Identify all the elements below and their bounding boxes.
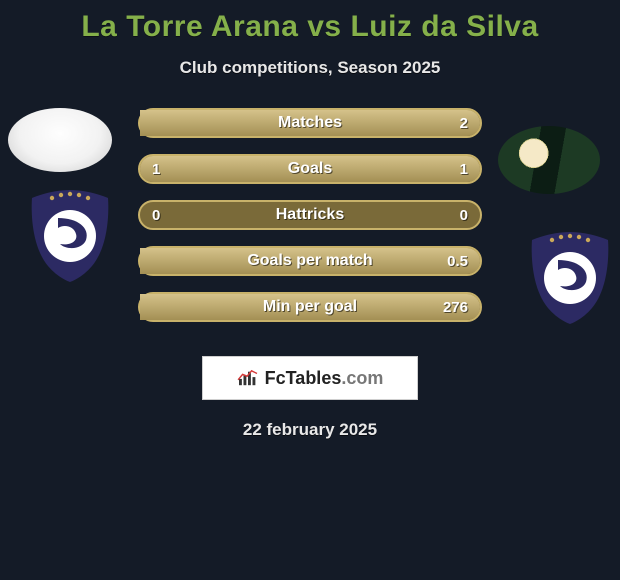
- page-title: La Torre Arana vs Luiz da Silva: [0, 0, 620, 44]
- comparison-arena: Matches2 1Goals1 0Hattricks0 Goals per matc…: [0, 108, 620, 338]
- player-photo-left: [8, 108, 112, 172]
- stat-bar: 1Goals1: [138, 154, 482, 184]
- stat-bars: Matches2 1Goals1 0Hattricks0 Goals per matc…: [138, 108, 482, 338]
- stat-value-right: 2: [422, 115, 480, 132]
- club-badge-left: [20, 184, 120, 284]
- shield-icon: [520, 226, 620, 326]
- club-badge-right: [520, 226, 620, 326]
- stat-bar: Goals per match0.5: [138, 246, 482, 276]
- stat-metric-label: Min per goal: [198, 298, 422, 316]
- brand-domain: .com: [341, 368, 383, 388]
- stat-metric-label: Goals per match: [198, 252, 422, 270]
- stat-bar: 0Hattricks0: [138, 200, 482, 230]
- brand-box: FcTables.com: [202, 356, 418, 400]
- brand-name: FcTables: [265, 368, 342, 388]
- stat-value-right: 0: [422, 207, 480, 224]
- stat-value-right: 276: [422, 299, 480, 316]
- stat-metric-label: Hattricks: [198, 206, 422, 224]
- shield-icon: [20, 184, 120, 284]
- stat-value-right: 1: [422, 161, 480, 178]
- player-photo-right: [498, 126, 600, 194]
- page-subtitle: Club competitions, Season 2025: [0, 58, 620, 78]
- brand-text: FcTables.com: [265, 368, 384, 389]
- stat-bar: Min per goal276: [138, 292, 482, 322]
- bar-chart-icon: [237, 369, 259, 387]
- stat-value-left: 1: [140, 161, 198, 178]
- comparison-date: 22 february 2025: [0, 420, 620, 440]
- stat-metric-label: Goals: [198, 160, 422, 178]
- stat-metric-label: Matches: [198, 114, 422, 132]
- stat-bar: Matches2: [138, 108, 482, 138]
- stat-value-left: 0: [140, 207, 198, 224]
- stat-value-right: 0.5: [422, 253, 480, 270]
